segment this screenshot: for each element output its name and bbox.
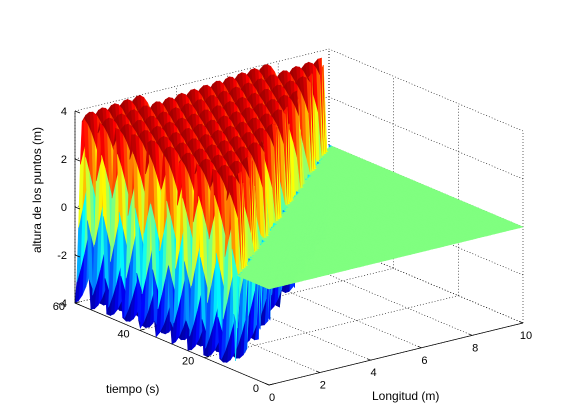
grid-line	[278, 253, 473, 336]
grid-line	[176, 277, 371, 361]
wave-surface	[74, 57, 524, 363]
grid-line	[328, 48, 524, 132]
grid-line	[227, 265, 422, 349]
grid-line	[328, 240, 524, 324]
grid-line	[328, 96, 524, 180]
